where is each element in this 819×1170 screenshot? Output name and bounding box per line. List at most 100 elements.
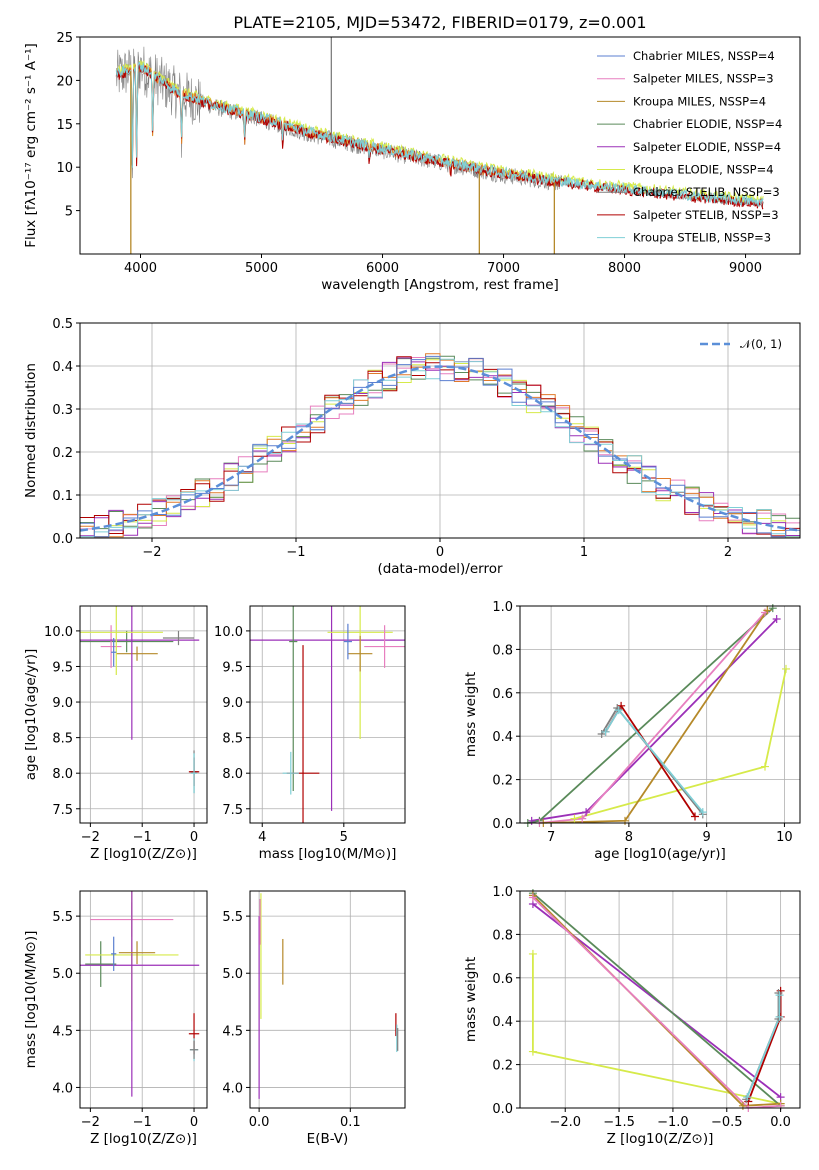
- y-tick-label: 0.0: [492, 817, 513, 832]
- legend-entry: Kroupa STELIB, NSSP=3: [633, 231, 771, 245]
- x-axis-label: Z [log10(Z/Z⊙)]: [90, 1131, 197, 1147]
- weight-marker: [772, 615, 781, 624]
- axes-frame: [519, 605, 801, 824]
- grid-3: [250, 606, 405, 823]
- legend-entry: Chabrier ELODIE, NSSP=4: [633, 117, 782, 131]
- y-tick-label: 20: [56, 74, 73, 89]
- x-tick-label: −2: [81, 830, 100, 845]
- legend-histogram: 𝒩(0, 1): [700, 337, 782, 351]
- x-tick-label: −1.5: [603, 1115, 635, 1130]
- y-tick-label: 9.0: [222, 696, 243, 711]
- legend-entry: Salpeter STELIB, NSSP=3: [633, 208, 779, 222]
- panel-2: −2 −1 0 7.5 8.0 8.5 9.0 9.5 10.0 Z [log10(Z/Z⊙)] a…: [23, 605, 208, 862]
- weight-line: [532, 892, 782, 1107]
- y-axis-label: Flux [fλ10⁻¹⁷ erg cm⁻² s⁻¹ A⁻¹]: [23, 43, 39, 248]
- x-tick-label: 7000: [487, 261, 520, 276]
- panel-1: −2 −1 0 1 2 0.0 0.1 0.2 0.3 0.4 0.5 (data-model)/er…: [23, 317, 801, 577]
- plot-area-2: [80, 606, 200, 794]
- y-tick-label: 5.0: [222, 967, 243, 982]
- weight-marker: [691, 812, 699, 821]
- y-axis-label: mass [log10(M/M⊙)]: [23, 931, 39, 1069]
- x-tick-label: −1: [133, 1115, 152, 1130]
- panel-5: −2 −1 0 4.0 4.5 5.0 5.5 Z [log10(Z/Z⊙)] mass [lo…: [23, 890, 208, 1147]
- panel-3: 4 5 7.5 8.0 8.5 9.0 9.5 10.0 mass [log10(M/M⊙)]: [214, 605, 406, 862]
- x-tick-label: 5000: [245, 261, 278, 276]
- y-tick-label: 0.5: [52, 317, 73, 332]
- legend-entry: Kroupa ELODIE, NSSP=4: [633, 163, 774, 177]
- y-tick-label: 4.5: [222, 1024, 243, 1039]
- x-tick-label: 7: [547, 830, 555, 845]
- y-tick-label: 10: [56, 161, 73, 176]
- y-tick-label: 4.0: [222, 1081, 243, 1096]
- legend-entry: Kroupa MILES, NSSP=4: [633, 94, 766, 108]
- panel-6: 0.0 0.1 4.0 4.5 5.0 5.5 E(B-V): [222, 890, 406, 1147]
- legend-entry: Salpeter MILES, NSSP=3: [633, 72, 774, 86]
- y-tick-label: 4.0: [52, 1081, 73, 1096]
- weight-marker: [528, 1047, 537, 1056]
- plot-area-0: [115, 37, 764, 254]
- weight-marker: [761, 762, 769, 771]
- x-tick-label: 6000: [366, 261, 399, 276]
- y-axis-label: mass weight: [463, 672, 479, 757]
- y-tick-label: 25: [56, 31, 73, 46]
- y-tick-label: 0.8: [492, 643, 513, 658]
- weight-marker: [775, 1012, 784, 1021]
- x-axis-label: age [log10(age/yr)]: [594, 846, 726, 862]
- axes-frame: [79, 890, 208, 1109]
- x-tick-label: 0.1: [340, 1115, 361, 1130]
- y-tick-label: 9.5: [52, 660, 73, 675]
- y-tick-label: 0.4: [492, 730, 513, 745]
- y-tick-label: 7.5: [222, 803, 243, 818]
- axes-frame: [249, 605, 406, 824]
- axes-frame: [249, 890, 406, 1109]
- x-tick-label: −1: [133, 830, 152, 845]
- plot-area-1: [80, 353, 800, 538]
- x-tick-label: 0.0: [770, 1115, 791, 1130]
- y-tick-label: 9.0: [52, 696, 73, 711]
- legend-entry: Chabrier STELIB, NSSP=3: [633, 185, 780, 199]
- x-tick-label: 0: [436, 545, 444, 560]
- x-tick-label: 5: [340, 830, 348, 845]
- y-tick-label: 15: [56, 118, 73, 133]
- weight-marker: [763, 606, 772, 615]
- x-tick-label: 9: [703, 830, 711, 845]
- x-axis-label: E(B-V): [307, 1131, 349, 1147]
- x-tick-label: 4000: [124, 261, 157, 276]
- y-tick-label: 5.5: [222, 910, 243, 925]
- y-tick-label: 0.1: [52, 489, 73, 504]
- y-tick-label: 4.5: [52, 1024, 73, 1039]
- weight-marker: [601, 727, 610, 736]
- x-tick-label: −2: [142, 545, 161, 560]
- y-tick-label: 1.0: [492, 885, 513, 900]
- weight-marker: [775, 991, 784, 1000]
- y-tick-label: 0.2: [492, 1059, 513, 1074]
- y-tick-label: 8.0: [222, 767, 243, 782]
- y-tick-label: 8.0: [52, 767, 73, 782]
- y-tick-label: 0.2: [492, 774, 513, 789]
- y-tick-label: 10.0: [44, 625, 73, 640]
- y-tick-label: 0.0: [492, 1102, 513, 1117]
- y-tick-label: 0.4: [52, 360, 73, 375]
- weight-marker: [698, 808, 707, 817]
- weight-marker: [528, 893, 537, 902]
- y-tick-label: 0.2: [52, 446, 73, 461]
- panel-0: 4000 5000 6000 7000 8000 9000 5 10 15 20 25 wavelen…: [23, 31, 801, 293]
- x-tick-label: 4: [258, 830, 266, 845]
- normal-curve: [80, 365, 800, 532]
- x-tick-label: 10: [776, 830, 793, 845]
- legend-entry: Chabrier MILES, NSSP=4: [633, 49, 775, 63]
- weight-marker: [528, 949, 537, 958]
- y-tick-label: 0.3: [52, 403, 73, 418]
- plot-area-6: [258, 893, 399, 1099]
- y-tick-label: 0.6: [492, 972, 513, 987]
- weight-marker: [570, 814, 579, 823]
- axes-frame: [519, 890, 801, 1109]
- grid-5: [80, 891, 207, 1108]
- x-tick-label: 8000: [608, 261, 641, 276]
- y-tick-label: 0.4: [492, 1015, 513, 1030]
- y-tick-label: 0.6: [492, 687, 513, 702]
- y-axis-label: age [log10(age/yr)]: [23, 649, 39, 781]
- legend-entry: Salpeter ELODIE, NSSP=4: [633, 140, 781, 154]
- legend-entry: 𝒩(0, 1): [740, 337, 782, 351]
